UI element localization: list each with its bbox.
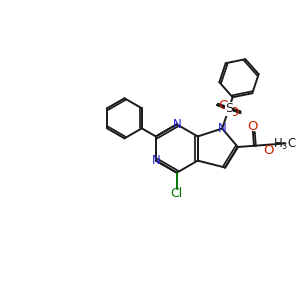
Text: Cl: Cl xyxy=(171,187,183,200)
Text: N: N xyxy=(218,122,226,135)
Text: S: S xyxy=(225,103,233,116)
Text: H$_3$C: H$_3$C xyxy=(273,136,297,152)
Text: O: O xyxy=(218,98,229,112)
Text: N: N xyxy=(152,154,160,167)
Text: O: O xyxy=(229,106,239,119)
Text: O: O xyxy=(248,120,258,133)
Text: O: O xyxy=(263,144,273,157)
Text: N: N xyxy=(172,118,181,131)
